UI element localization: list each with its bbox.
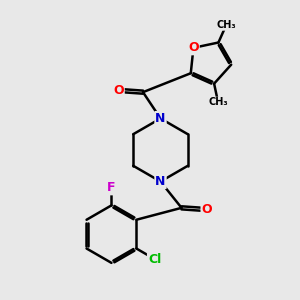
Text: O: O (188, 41, 199, 54)
Text: CH₃: CH₃ (208, 98, 228, 107)
Text: N: N (155, 175, 166, 188)
Text: O: O (202, 203, 212, 216)
Text: O: O (113, 84, 124, 97)
Text: F: F (107, 182, 116, 194)
Text: N: N (155, 112, 166, 125)
Text: CH₃: CH₃ (217, 20, 236, 30)
Text: Cl: Cl (148, 253, 161, 266)
